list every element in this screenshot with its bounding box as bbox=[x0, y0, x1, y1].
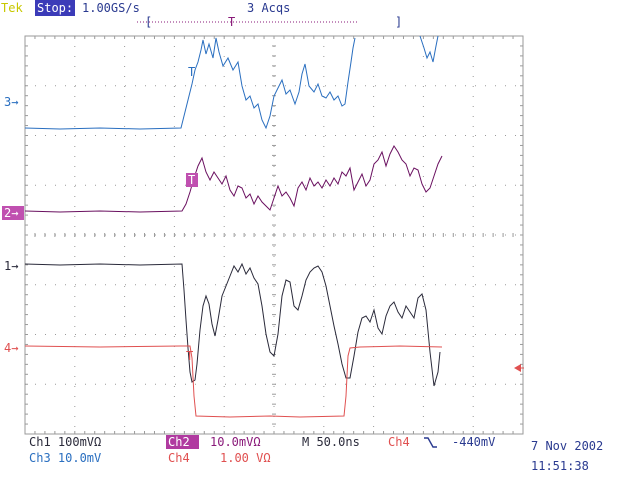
acquisition-count: 3 Acqs bbox=[247, 1, 290, 15]
ch1-readout: Ch1 100mVΩ bbox=[29, 435, 101, 449]
ch4-ground-marker[interactable]: 4→ bbox=[4, 341, 18, 355]
ch4-waveform bbox=[24, 345, 443, 418]
brand-label: Tek bbox=[1, 1, 23, 15]
ch4-trigger-marker: T bbox=[186, 349, 193, 363]
ch1-ground-marker[interactable]: 1→ bbox=[4, 259, 18, 273]
ch2-ground-marker[interactable]: 2→ bbox=[4, 206, 18, 220]
record-trigger-marker: T bbox=[228, 15, 235, 29]
ch2-readout-scale: 10.0mVΩ bbox=[210, 435, 261, 449]
ch4-readout-label: Ch4 bbox=[168, 451, 190, 465]
date-readout: 7 Nov 2002 bbox=[531, 439, 603, 453]
ch2-readout-badge bbox=[166, 435, 199, 449]
record-start-bracket: [ bbox=[145, 15, 152, 29]
falling-edge-icon bbox=[424, 437, 437, 448]
ch3-waveform-end bbox=[419, 35, 439, 63]
trigger-level-readout: -440mV bbox=[452, 435, 495, 449]
ch2-trigger-marker: T bbox=[188, 173, 195, 187]
ch2-trigger-marker-bg bbox=[186, 173, 198, 187]
ch2-ground-marker-bg bbox=[2, 206, 24, 220]
ch1-waveform bbox=[24, 262, 441, 387]
ch3-readout: Ch3 10.0mV bbox=[29, 451, 101, 465]
run-state-badge bbox=[35, 0, 75, 16]
graticule bbox=[24, 35, 524, 435]
ch2-readout-label: Ch2 bbox=[168, 435, 190, 449]
time-readout: 11:51:38 bbox=[531, 459, 589, 473]
ch2-waveform bbox=[24, 145, 443, 213]
timebase-readout: M 50.0ns bbox=[302, 435, 360, 449]
ch4-readout-scale: 1.00 VΩ bbox=[220, 451, 271, 465]
ch3-trigger-marker: T bbox=[188, 65, 195, 79]
ch3-ground-marker[interactable]: 3→ bbox=[4, 95, 18, 109]
run-state-label: Stop: bbox=[37, 1, 73, 15]
sample-rate: 1.00GS/s bbox=[82, 1, 140, 15]
trigger-source-readout: Ch4 bbox=[388, 435, 410, 449]
brand-bg bbox=[0, 0, 30, 15]
ch3-waveform bbox=[24, 37, 356, 130]
record-end-bracket: ] bbox=[395, 15, 402, 29]
